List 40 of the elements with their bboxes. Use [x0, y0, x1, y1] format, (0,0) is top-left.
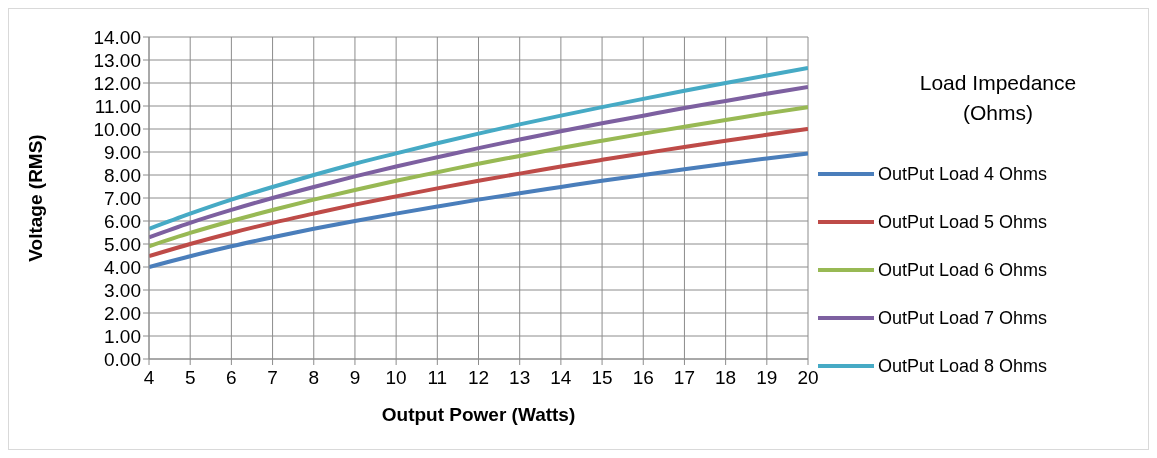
x-tick-label: 8	[308, 367, 320, 389]
x-tick-label: 4	[143, 367, 155, 389]
x-tick-label: 14	[550, 367, 572, 389]
x-tick-label: 16	[632, 367, 654, 389]
y-tick-label: 3.00	[104, 279, 141, 301]
x-tick-label: 11	[427, 367, 448, 389]
y-tick-label: 1.00	[104, 325, 141, 347]
y-tick-label: 7.00	[104, 187, 141, 209]
x-tick-label: 17	[673, 367, 696, 389]
x-tick-label: 20	[797, 367, 819, 389]
x-axis-title: Output Power (Watts)	[381, 404, 576, 425]
x-tick-label: 18	[715, 367, 737, 389]
y-tick-label: 8.00	[104, 164, 141, 186]
legend-label: OutPut Load 7 Ohms	[878, 307, 1048, 329]
y-tick-label: 11.00	[94, 95, 141, 117]
legend-label: OutPut Load 4 Ohms	[878, 163, 1048, 185]
y-tick-label: 9.00	[104, 141, 141, 163]
x-tick-label: 7	[267, 367, 278, 389]
y-tick-label: 6.00	[104, 210, 141, 232]
x-tick-label: 9	[349, 367, 361, 389]
y-tick-label: 0.00	[104, 348, 141, 370]
y-tick-label: 12.00	[93, 72, 141, 94]
x-tick-label: 5	[184, 367, 196, 389]
y-tick-label: 14.00	[93, 26, 141, 48]
x-tick-label: 15	[591, 367, 613, 389]
x-tick-label: 6	[226, 367, 237, 389]
legend-label: OutPut Load 5 Ohms	[878, 211, 1048, 233]
y-axis-title: Voltage (RMS)	[24, 134, 46, 262]
x-tick-label: 19	[756, 367, 778, 389]
legend-label: OutPut Load 6 Ohms	[878, 259, 1048, 281]
y-tick-label: 4.00	[104, 256, 141, 278]
x-tick-label: 10	[385, 367, 407, 389]
x-tick-label: 13	[509, 367, 531, 389]
x-tick-label: 12	[467, 367, 490, 389]
y-tick-label: 2.00	[104, 302, 141, 324]
legend-label: OutPut Load 8 Ohms	[878, 355, 1048, 377]
y-tick-label: 10.00	[93, 118, 141, 140]
y-tick-label: 5.00	[104, 233, 141, 255]
legend-title: Load Impedance (Ohms)	[918, 70, 1078, 126]
y-tick-label: 13.00	[93, 49, 141, 71]
